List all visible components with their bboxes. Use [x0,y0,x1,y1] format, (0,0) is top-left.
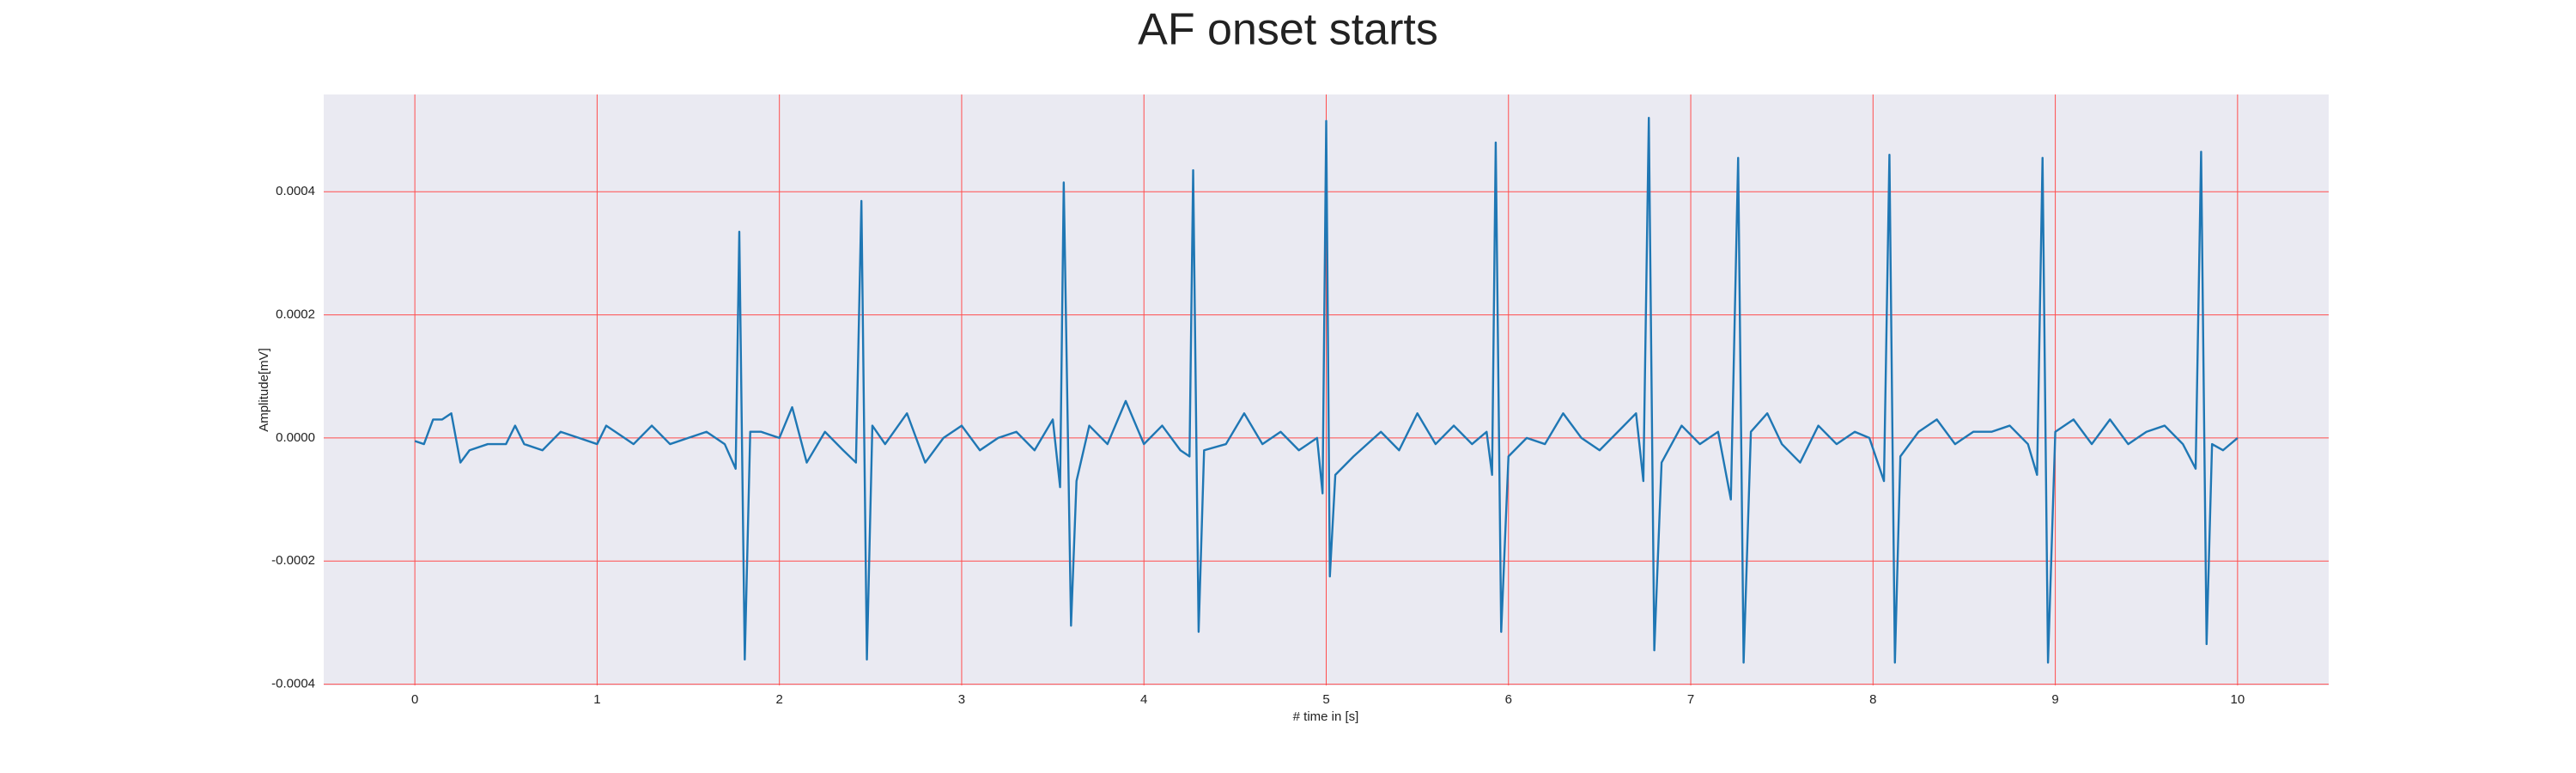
y-tick-label: 0.0004 [276,184,315,198]
y-tick-label: -0.0002 [271,553,315,568]
x-tick-label: 9 [2051,692,2058,707]
x-tick-label: 5 [1322,692,1329,707]
y-axis-label: Amplitude[mV] [257,348,271,432]
x-tick-label: 2 [776,692,783,707]
x-tick-label: 0 [411,692,418,707]
y-tick-label: -0.0004 [271,677,315,691]
x-tick-label: 6 [1505,692,1512,707]
x-tick-label: 10 [2231,692,2245,707]
x-tick-label: 7 [1687,692,1694,707]
chart-title: AF onset starts [1138,5,1438,55]
x-tick-label: 1 [593,692,600,707]
x-tick-label: 4 [1140,692,1147,707]
x-axis-label: # time in [s] [1293,709,1359,724]
y-tick-label: 0.0000 [276,430,315,445]
x-tick-label: 8 [1869,692,1876,707]
line-series [414,117,2239,664]
y-tick-label: 0.0002 [276,307,315,322]
x-tick-label: 3 [958,692,965,707]
